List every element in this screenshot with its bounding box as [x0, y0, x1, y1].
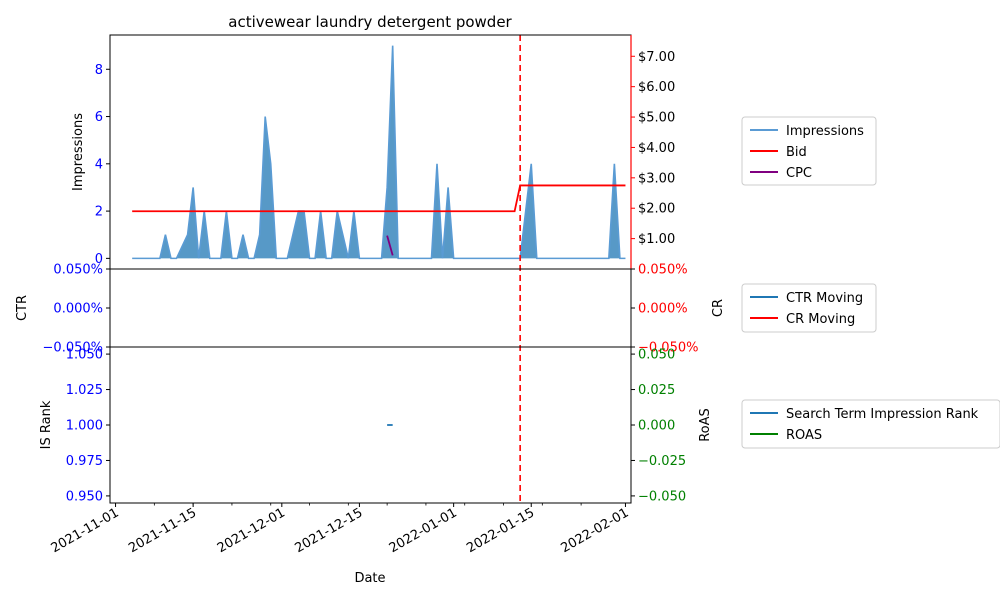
- axes-frame: [109, 268, 632, 348]
- y-right-tick-label: 0.050%: [638, 263, 688, 278]
- y-axis-label-right: CR: [711, 299, 726, 317]
- x-tick-label: 2022-01-15: [464, 505, 537, 556]
- series-line-cpc: [386, 235, 394, 256]
- y-right-tick-label: $7.00: [638, 50, 675, 65]
- y-axis-label-left: IS Rank: [39, 400, 54, 449]
- y-tick-label: 0: [95, 252, 103, 267]
- y-right-tick-label: −0.025: [638, 454, 686, 469]
- axes-frame: [109, 346, 632, 504]
- y-right-tick-label: −0.050: [638, 489, 686, 504]
- y-right-tick-label: 0.025: [638, 383, 675, 398]
- y-right-tick-label: $2.00: [638, 202, 675, 217]
- legend-entry: ROAS: [786, 428, 822, 443]
- y-right-tick-label: $3.00: [638, 171, 675, 186]
- y-tick-label: 0.975: [66, 454, 103, 469]
- legend-entry: Bid: [786, 145, 807, 160]
- y-tick-label: 1.050: [66, 348, 103, 363]
- y-tick-label: 0.950: [66, 489, 103, 504]
- y-right-tick-label: $1.00: [638, 232, 675, 247]
- y-right-tick-label: 0.000%: [638, 302, 688, 317]
- y-tick-label: 6: [95, 110, 103, 125]
- y-right-tick-label: −0.050%: [638, 341, 698, 356]
- x-tick-label: 2021-12-15: [292, 505, 365, 556]
- y-tick-label: −0.050%: [43, 341, 103, 356]
- x-axis-label: Date: [354, 571, 385, 586]
- y-tick-label: 1.000: [66, 419, 103, 434]
- y-right-tick-label: 0.050: [638, 348, 675, 363]
- legend-entry: Impressions: [786, 124, 864, 139]
- y-right-tick-label: $5.00: [638, 111, 675, 126]
- x-tick-label: 2022-01-01: [387, 505, 460, 556]
- y-right-tick-label: 0.000: [638, 419, 675, 434]
- legend-box: [741, 399, 1000, 449]
- y-tick-label: 0.050%: [53, 263, 103, 278]
- legend-entry: Search Term Impression Rank: [786, 407, 979, 422]
- chart-title: activewear laundry detergent powder: [228, 13, 512, 31]
- y-tick-label: 8: [95, 63, 103, 78]
- x-tick-label: 2021-11-01: [49, 505, 122, 556]
- y-tick-label: 2: [95, 205, 103, 220]
- series-line-bid: [132, 184, 626, 213]
- legend-entry: CR Moving: [786, 312, 855, 327]
- y-axis-label-left: Impressions: [71, 113, 86, 191]
- y-axis-label-right: RoAS: [698, 408, 713, 442]
- x-tick-label: 2021-11-15: [126, 505, 199, 556]
- series-line-impressions: [132, 45, 626, 260]
- y-right-tick-label: $4.00: [638, 141, 675, 156]
- y-tick-label: 4: [95, 157, 103, 172]
- y-tick-label: 1.025: [66, 383, 103, 398]
- y-axis-label-left: CTR: [15, 295, 30, 321]
- y-right-tick-label: $6.00: [638, 80, 675, 95]
- legend-entry: CPC: [786, 166, 812, 181]
- x-tick-label: 2022-02-01: [559, 505, 632, 556]
- x-tick-label: 2021-12-01: [215, 505, 288, 556]
- legend-box: [741, 116, 877, 186]
- legend-entry: CTR Moving: [786, 291, 863, 306]
- y-tick-label: 0.000%: [53, 302, 103, 317]
